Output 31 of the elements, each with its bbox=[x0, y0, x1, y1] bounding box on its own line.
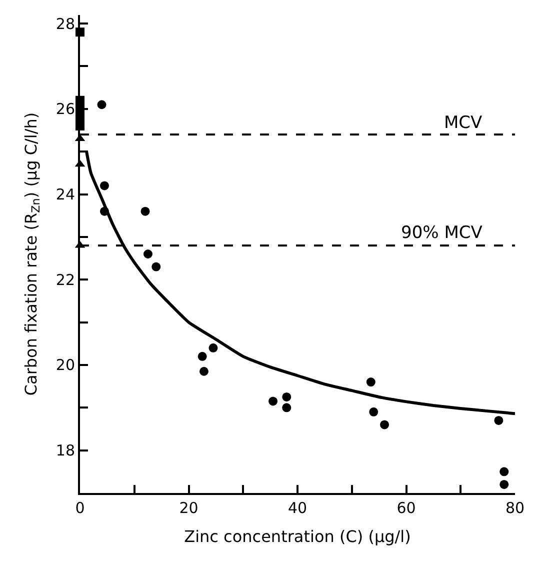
y-tick-label: 20 bbox=[56, 356, 75, 374]
point bbox=[282, 392, 292, 402]
point bbox=[198, 352, 207, 361]
point bbox=[143, 250, 152, 258]
y-tick-label: 18 bbox=[56, 442, 75, 460]
x-axis-title: Zinc concentration (C) (µg/l) bbox=[184, 527, 411, 546]
point bbox=[494, 416, 504, 425]
point bbox=[380, 420, 389, 430]
x-tick-label: 20 bbox=[179, 499, 198, 517]
point bbox=[140, 206, 150, 216]
point bbox=[500, 467, 509, 476]
x-tick-label: 0 bbox=[75, 499, 85, 517]
point bbox=[282, 403, 292, 412]
point bbox=[500, 480, 509, 489]
ref-line-label: 90% MCV bbox=[401, 223, 483, 243]
point bbox=[208, 343, 218, 352]
x-tick-label: 80 bbox=[505, 499, 525, 517]
y-tick-label: 22 bbox=[56, 270, 75, 289]
x-tick-label: 60 bbox=[396, 499, 416, 517]
point bbox=[366, 378, 376, 387]
point bbox=[152, 262, 161, 272]
ref-line-label: MCV bbox=[444, 113, 483, 133]
x-tick-label: 40 bbox=[288, 499, 308, 517]
point bbox=[100, 181, 109, 190]
point bbox=[268, 396, 278, 406]
y-tick-label: 26 bbox=[56, 100, 75, 118]
point bbox=[369, 407, 378, 416]
y-tick-label: 24 bbox=[56, 186, 75, 204]
point bbox=[97, 100, 106, 110]
point bbox=[199, 366, 208, 376]
y-tick-label: 28 bbox=[56, 14, 75, 33]
